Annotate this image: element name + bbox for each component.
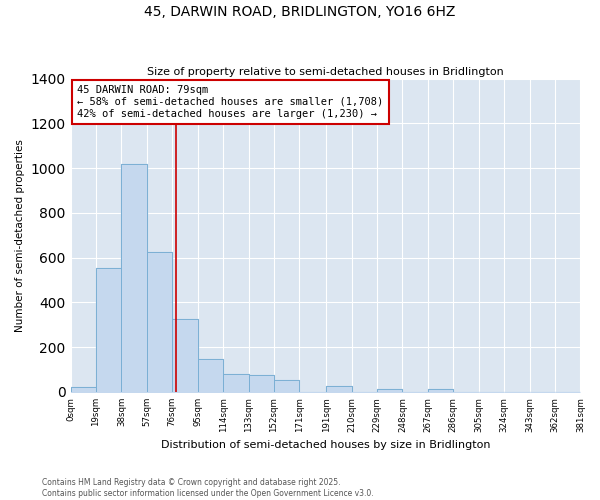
Text: 45 DARWIN ROAD: 79sqm
← 58% of semi-detached houses are smaller (1,708)
42% of s: 45 DARWIN ROAD: 79sqm ← 58% of semi-deta… <box>77 86 383 118</box>
Y-axis label: Number of semi-detached properties: Number of semi-detached properties <box>15 139 25 332</box>
X-axis label: Distribution of semi-detached houses by size in Bridlington: Distribution of semi-detached houses by … <box>161 440 490 450</box>
Title: Size of property relative to semi-detached houses in Bridlington: Size of property relative to semi-detach… <box>147 66 504 76</box>
Text: Contains HM Land Registry data © Crown copyright and database right 2025.
Contai: Contains HM Land Registry data © Crown c… <box>42 478 374 498</box>
Text: 45, DARWIN ROAD, BRIDLINGTON, YO16 6HZ: 45, DARWIN ROAD, BRIDLINGTON, YO16 6HZ <box>145 5 455 19</box>
